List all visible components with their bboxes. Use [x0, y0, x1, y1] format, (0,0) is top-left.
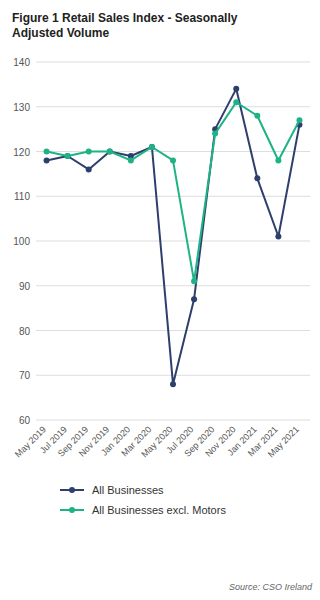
point	[170, 381, 176, 387]
point	[254, 175, 260, 181]
y-grid	[36, 62, 310, 420]
point	[275, 234, 281, 240]
y-tick-label: 140	[13, 57, 30, 68]
series-1	[44, 99, 303, 284]
chart-container: Figure 1 Retail Sales Index - Seasonally…	[0, 0, 320, 600]
y-tick-label: 110	[14, 191, 30, 202]
point	[254, 113, 260, 119]
y-tick-labels: 60 70 80 90 100 110 120 130 140	[13, 57, 30, 426]
y-tick-label: 90	[19, 281, 31, 292]
point	[107, 149, 113, 155]
source-note: Source: CSO Ireland	[229, 582, 313, 592]
point	[128, 157, 134, 163]
y-tick-label: 130	[13, 102, 30, 113]
legend-marker	[69, 487, 75, 493]
grid-line	[36, 285, 310, 286]
grid-line	[36, 151, 310, 152]
x-tick-labels: May 2019Jul 2019Sep 2019Nov 2019Jan 2020…	[13, 424, 301, 459]
point	[191, 278, 197, 284]
title-line: Figure 1 Retail Sales Index - Seasonally	[12, 11, 238, 25]
chart-svg: Figure 1 Retail Sales Index - Seasonally…	[0, 0, 320, 600]
y-tick-label: 80	[19, 326, 31, 337]
grid-line	[36, 106, 310, 107]
y-tick-label: 70	[19, 370, 31, 381]
grid-line	[36, 330, 310, 331]
y-tick-label: 100	[13, 236, 30, 247]
point	[212, 131, 218, 137]
point	[107, 149, 113, 155]
series-line	[47, 89, 300, 384]
series-line	[47, 102, 300, 281]
legend-label: All Businesses	[92, 484, 164, 496]
legend-label: All Businesses excl. Motors	[92, 504, 226, 516]
point	[296, 117, 302, 123]
grid-line	[36, 420, 310, 421]
grid-line	[36, 196, 310, 197]
point	[170, 157, 176, 163]
grid-line	[36, 62, 310, 63]
grid-line	[36, 241, 310, 242]
point	[86, 149, 92, 155]
point	[233, 99, 239, 105]
point	[149, 144, 155, 150]
point	[275, 157, 281, 163]
legend: All Businesses All Businesses excl. Motor…	[60, 484, 226, 516]
title-line: Adjusted Volume	[12, 26, 109, 40]
y-tick-label: 60	[19, 415, 31, 426]
x-tick-label: May 2021	[266, 424, 301, 459]
point	[65, 153, 71, 159]
y-tick-label: 120	[13, 147, 30, 158]
chart-title: Figure 1 Retail Sales Index - Seasonally…	[12, 11, 238, 40]
point	[233, 86, 239, 92]
point	[86, 166, 92, 172]
legend-marker	[69, 507, 75, 513]
point	[44, 149, 50, 155]
point	[65, 153, 71, 159]
point	[44, 157, 50, 163]
series-0	[44, 86, 303, 387]
data-layer	[44, 86, 303, 387]
point	[191, 296, 197, 302]
point	[149, 144, 155, 150]
